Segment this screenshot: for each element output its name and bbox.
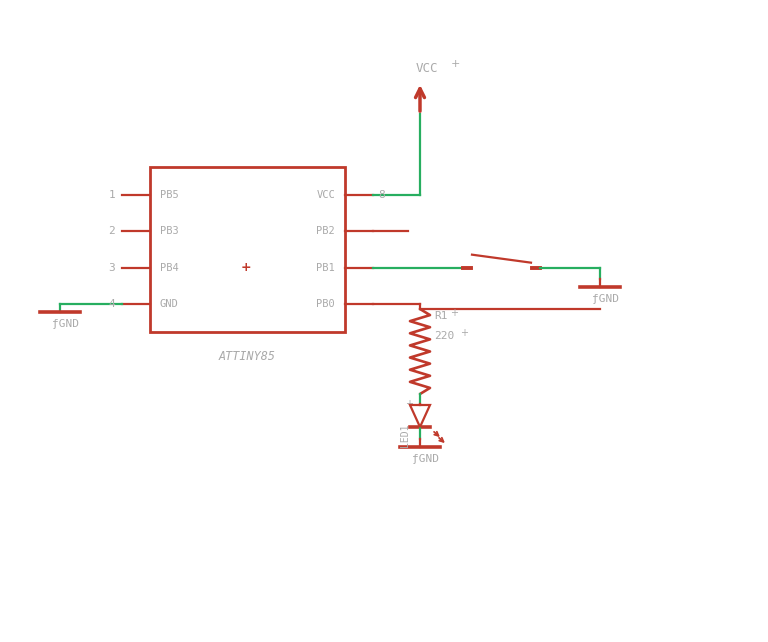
- Bar: [150, 167, 345, 332]
- Text: +: +: [241, 261, 251, 274]
- Text: ƒGND: ƒGND: [412, 454, 439, 464]
- Text: R1: R1: [434, 311, 448, 321]
- Text: 8: 8: [378, 190, 385, 200]
- Text: ƒGND: ƒGND: [52, 319, 79, 329]
- Text: VCC: VCC: [316, 190, 335, 200]
- Text: 220: 220: [434, 331, 454, 341]
- Text: VCC: VCC: [416, 62, 439, 75]
- Text: PB0: PB0: [316, 299, 335, 309]
- Text: PB1: PB1: [316, 263, 335, 273]
- Text: 1: 1: [108, 190, 115, 200]
- Text: PB4: PB4: [160, 263, 179, 273]
- Text: ATTINY85: ATTINY85: [219, 350, 276, 363]
- Text: LED1: LED1: [400, 423, 410, 447]
- Text: +: +: [460, 328, 468, 338]
- Text: 3: 3: [108, 263, 115, 273]
- Text: ƒGND: ƒGND: [592, 294, 619, 304]
- Text: +: +: [451, 59, 460, 69]
- Text: 2: 2: [108, 227, 115, 236]
- Text: GND: GND: [160, 299, 179, 309]
- Text: PB3: PB3: [160, 227, 179, 236]
- Text: 4: 4: [108, 299, 115, 309]
- Text: +: +: [405, 399, 413, 409]
- Text: +: +: [450, 308, 458, 318]
- Text: PB2: PB2: [316, 227, 335, 236]
- Text: PB5: PB5: [160, 190, 179, 200]
